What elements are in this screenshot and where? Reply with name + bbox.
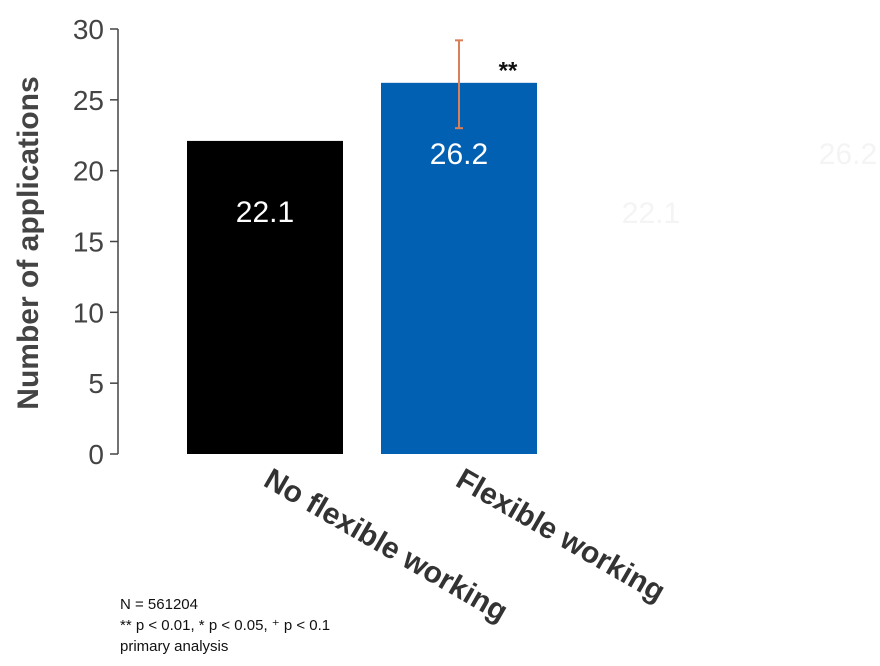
y-axis-title: Number of applications xyxy=(12,76,45,409)
bar-value-label: 22.1 xyxy=(236,196,294,229)
analysis-note: primary analysis xyxy=(120,638,229,655)
y-tick-label: 15 xyxy=(73,227,104,258)
y-tick-label: 5 xyxy=(88,368,104,399)
bar-value-label: 26.2 xyxy=(430,138,488,171)
faded-duplicate-value-label: 26.2 xyxy=(819,138,877,171)
y-axis: 0 5 10 15 20 25 30 xyxy=(73,14,119,470)
faded-duplicate-labels: 22.1 26.2 xyxy=(622,138,877,230)
y-tick-label: 0 xyxy=(88,439,104,470)
y-tick-label: 10 xyxy=(73,297,104,328)
faded-duplicate-value-label: 22.1 xyxy=(622,197,680,230)
bar xyxy=(381,82,537,454)
y-tick-label: 25 xyxy=(73,85,104,116)
significance-key-note: ** p < 0.01, * p < 0.05, ⁺ p < 0.1 xyxy=(120,617,331,634)
significance-marker: ** xyxy=(499,57,518,84)
bar xyxy=(187,140,343,454)
bars: 22.1 26.2 ** xyxy=(187,39,537,454)
sample-size-note: N = 561204 xyxy=(120,596,198,613)
footnotes: N = 561204 ** p < 0.01, * p < 0.05, ⁺ p … xyxy=(120,594,330,657)
y-tick-label: 30 xyxy=(73,14,104,45)
y-tick-label: 20 xyxy=(73,156,104,187)
